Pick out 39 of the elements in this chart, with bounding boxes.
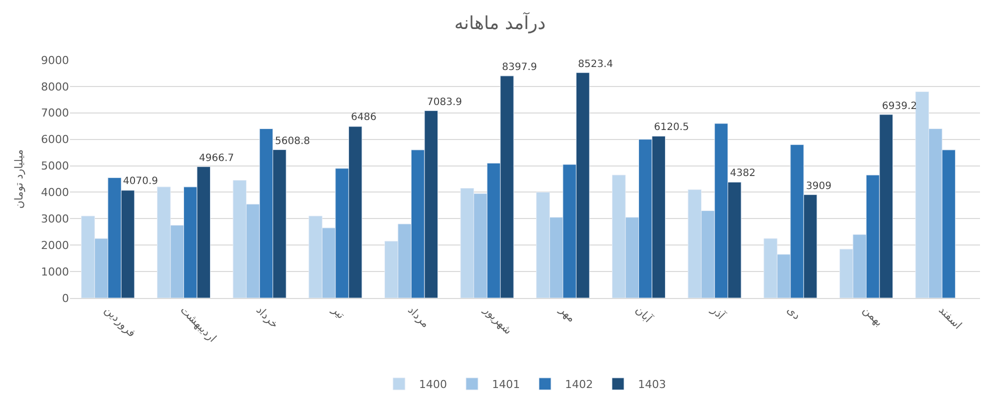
y-tick-label: 6000 — [41, 133, 69, 146]
legend-label: 1400 — [419, 378, 447, 392]
y-tick-label: 2000 — [41, 238, 69, 252]
x-tick-label: اردیبهشت — [178, 304, 219, 345]
x-tick-label: آذر — [708, 302, 729, 323]
chart-title: درآمد ماهانه — [454, 12, 546, 34]
x-tick-label: مهر — [556, 302, 578, 325]
x-tick-label: اسفند — [936, 304, 964, 332]
y-tick-label: 1000 — [41, 265, 69, 278]
y-tick-label: 9000 — [41, 54, 69, 67]
y-tick-label: 7000 — [41, 106, 69, 120]
data-label: 8523.4 — [578, 59, 613, 70]
x-tick-label: فروردین — [102, 304, 138, 340]
data-label: 6939.2 — [882, 101, 917, 112]
y-tick-label: 8000 — [41, 80, 69, 94]
x-tick-label: مرداد — [405, 304, 432, 330]
legend-label: 1401 — [492, 378, 520, 392]
x-tick-label: بهمن — [860, 304, 886, 329]
data-label: 7083.9 — [427, 97, 462, 108]
data-label: 4070.9 — [123, 176, 158, 187]
data-label: 8397.9 — [502, 62, 537, 73]
x-tick-label: تیر — [328, 302, 348, 322]
y-tick-label: 4000 — [41, 186, 69, 200]
legend-label: 1402 — [565, 378, 593, 392]
data-label: 4382 — [730, 168, 756, 179]
y-axis-title: میلیارد تومان — [12, 149, 26, 209]
data-label: 3909 — [806, 181, 832, 192]
legend-label: 1403 — [638, 378, 666, 392]
data-label: 4966.7 — [199, 153, 234, 164]
y-tick-label: 5000 — [41, 160, 69, 173]
data-label: 6120.5 — [654, 122, 689, 133]
x-tick-label: خرداد — [254, 304, 281, 331]
x-tick-label: آبان — [632, 302, 656, 326]
x-tick-label: شهریور — [480, 302, 515, 338]
x-tick-label: دی — [784, 304, 804, 322]
data-label: 5608.8 — [275, 136, 310, 147]
y-tick-label: 0 — [62, 292, 69, 305]
data-label: 6486 — [351, 112, 376, 123]
y-tick-label: 3000 — [41, 212, 69, 226]
